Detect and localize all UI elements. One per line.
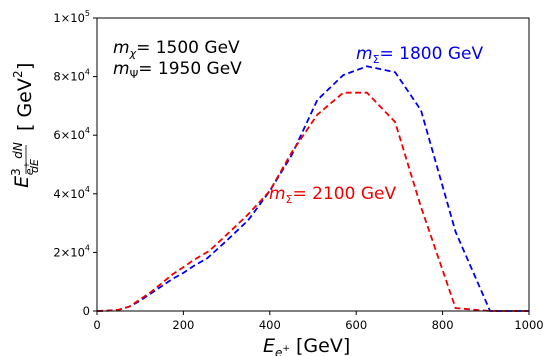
y-tick-label: 2×104 xyxy=(53,243,90,259)
x-axis-title: Ee+ [GeV] xyxy=(263,335,350,356)
svg-text:]: ] xyxy=(14,63,36,70)
svg-text:[ GeV: [ GeV xyxy=(14,78,36,131)
series-label-blue: mΣ= 1800 GeV xyxy=(356,44,483,66)
plot-frame xyxy=(96,17,530,312)
svg-text:E3e+dN: E3e+dN xyxy=(9,142,36,188)
svg-text:2: 2 xyxy=(11,70,25,78)
y-tick-label: 6×104 xyxy=(53,126,90,142)
x-tick-label: 600 xyxy=(345,318,367,332)
svg-text:Ee+ [GeV]: Ee+ [GeV] xyxy=(263,335,350,356)
series-line-1 xyxy=(96,91,529,312)
series-label-red: mΣ= 2100 GeV xyxy=(269,184,396,206)
series-layer xyxy=(96,65,529,312)
y-tick-label: 4×104 xyxy=(53,185,90,201)
y-tick-label: 0 xyxy=(83,304,90,318)
y-tick-label: 1×105 xyxy=(53,9,90,25)
x-tick-label: 400 xyxy=(259,318,281,332)
y-tick-label: 8×104 xyxy=(53,68,90,84)
m-psi-value: = 1950 GeV xyxy=(138,59,242,79)
svg-text:dE: dE xyxy=(28,159,41,173)
svg-text:mχ= 1500 GeV: mχ= 1500 GeV xyxy=(113,38,240,60)
x-tick-label: 1000 xyxy=(514,318,543,332)
x-tick-label: 0 xyxy=(93,318,100,332)
mass-annotation: mχ= 1500 GeV mΨ= 1950 GeV xyxy=(113,38,242,81)
y-axis-title: E3e+dN dE [ GeV 2 ] xyxy=(9,63,41,188)
m-chi-value: = 1500 GeV xyxy=(136,38,240,58)
x-tick-label: 200 xyxy=(172,318,194,332)
x-tick-label: 800 xyxy=(432,318,454,332)
svg-text:mΨ= 1950 GeV: mΨ= 1950 GeV xyxy=(113,59,242,81)
tick-layer: 0 200 400 600 800 1000 0 2×104 4×104 6×104 8×104 1×… xyxy=(53,9,543,332)
